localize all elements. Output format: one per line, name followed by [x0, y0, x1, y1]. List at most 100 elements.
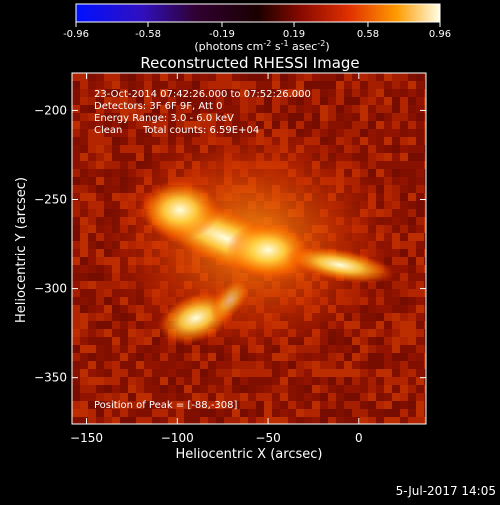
heatmap-cell [344, 105, 352, 113]
heatmap-cell [136, 409, 144, 417]
heatmap-cell [368, 81, 376, 89]
heatmap-cell [224, 89, 232, 97]
heatmap-cell [376, 345, 384, 353]
heatmap-cell [72, 345, 80, 353]
heatmap-cell [72, 113, 80, 121]
heatmap-cell [408, 321, 416, 329]
heatmap-cell [144, 329, 152, 337]
heatmap-cell [384, 345, 392, 353]
heatmap-cell [128, 329, 136, 337]
heatmap-cell [72, 193, 80, 201]
heatmap-cell [72, 185, 80, 193]
heatmap-cell [392, 137, 400, 145]
heatmap-cell [392, 121, 400, 129]
heatmap-cell [248, 361, 256, 369]
heatmap-cell [176, 73, 184, 81]
heatmap-cell [240, 105, 248, 113]
heatmap-cell [392, 393, 400, 401]
heatmap-cell [280, 73, 288, 81]
heatmap-cell [416, 249, 424, 257]
heatmap-cell [320, 105, 328, 113]
heatmap-cell [200, 73, 208, 81]
heatmap-cell [96, 81, 104, 89]
heatmap-cell [360, 73, 368, 81]
heatmap-cell [80, 169, 88, 177]
heatmap-cell [128, 361, 136, 369]
heatmap-cell [248, 409, 256, 417]
heatmap-cell [368, 121, 376, 129]
heatmap-cell [336, 337, 344, 345]
heatmap-cell [400, 217, 408, 225]
heatmap-cell [168, 369, 176, 377]
heatmap-cell [264, 409, 272, 417]
heatmap-cell [288, 113, 296, 121]
heatmap-cell [320, 89, 328, 97]
heatmap-cell [112, 393, 120, 401]
heatmap-cell [160, 137, 168, 145]
heatmap-cell [408, 145, 416, 153]
heatmap-cell [120, 393, 128, 401]
heatmap-cell [80, 217, 88, 225]
heatmap-cell [176, 409, 184, 417]
heatmap-cell [80, 137, 88, 145]
heatmap-cell [96, 121, 104, 129]
heatmap-cell [128, 161, 136, 169]
heatmap-cell [112, 369, 120, 377]
heatmap-cell [72, 105, 80, 113]
heatmap-cell [192, 121, 200, 129]
heatmap-cell [400, 281, 408, 289]
heatmap-cell [88, 345, 96, 353]
heatmap-cell [408, 273, 416, 281]
heatmap-cell [72, 161, 80, 169]
colorbar-gradient [75, 3, 441, 23]
heatmap-cell [136, 81, 144, 89]
heatmap-cell [136, 369, 144, 377]
heatmap-cell [192, 361, 200, 369]
heatmap-cell [96, 89, 104, 97]
heatmap-cell [360, 145, 368, 153]
heatmap-cell [136, 73, 144, 81]
heatmap-cell [224, 113, 232, 121]
heatmap-cell [416, 193, 424, 201]
heatmap-cell [280, 89, 288, 97]
heatmap-cell [288, 377, 296, 385]
heatmap-cell [344, 385, 352, 393]
heatmap-cell [136, 385, 144, 393]
heatmap-cell [88, 377, 96, 385]
heatmap-cell [352, 145, 360, 153]
heatmap-cell [192, 113, 200, 121]
heatmap-cell [384, 321, 392, 329]
heatmap-cell [104, 321, 112, 329]
heatmap-cell [368, 353, 376, 361]
heatmap-cell [416, 313, 424, 321]
heatmap-cell [408, 105, 416, 113]
heatmap-cell [80, 345, 88, 353]
heatmap-cell [392, 273, 400, 281]
heatmap-cell [400, 209, 408, 217]
heatmap-cell [168, 97, 176, 105]
heatmap-cell [392, 185, 400, 193]
heatmap-cell [88, 369, 96, 377]
heatmap-cell [200, 81, 208, 89]
heatmap-cell [240, 89, 248, 97]
heatmap-cell [264, 113, 272, 121]
heatmap-cell [328, 121, 336, 129]
heatmap-cell [72, 169, 80, 177]
heatmap-cell [240, 73, 248, 81]
heatmap-cell [424, 289, 426, 297]
heatmap-cell [248, 81, 256, 89]
heatmap-cell [368, 321, 376, 329]
heatmap-cell [408, 233, 416, 241]
heatmap-cell [88, 281, 96, 289]
heatmap-cell [80, 337, 88, 345]
heatmap-cell [416, 209, 424, 217]
heatmap-cell [96, 73, 104, 81]
heatmap-cell [312, 385, 320, 393]
heatmap-cell [424, 305, 426, 313]
heatmap-cell [80, 249, 88, 257]
heatmap-cell [304, 385, 312, 393]
heatmap-cell [72, 97, 80, 105]
heatmap-cell [232, 81, 240, 89]
heatmap-cell [320, 97, 328, 105]
y-axis-ticks: −200 −250 −300 −350 [34, 103, 426, 385]
